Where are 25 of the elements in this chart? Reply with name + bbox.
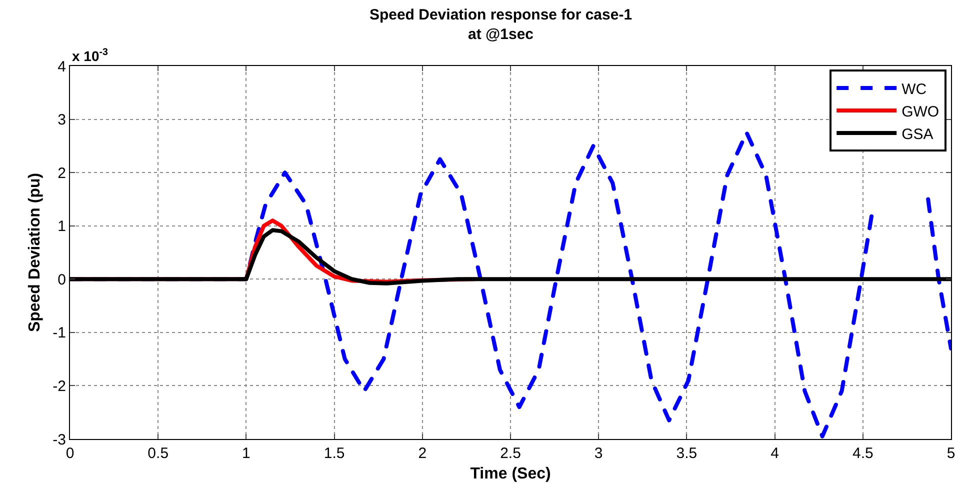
legend-label: GWO: [902, 103, 940, 120]
x-tick-label: 3.5: [676, 445, 698, 462]
y-tick-label: -2: [52, 378, 66, 395]
y-axis-title: Speed Deviation (pu): [26, 172, 44, 332]
x-tick-label: 2.5: [500, 445, 521, 462]
text: x 10$^{-3}$: [72, 47, 109, 64]
x-tick-label: 2: [418, 445, 427, 462]
y-tick-label: -1: [52, 324, 66, 342]
x-tick-label: 1.5: [324, 445, 345, 462]
x-tick-label: 1: [242, 445, 250, 462]
y-tick-label: 3: [58, 112, 66, 129]
x-tick-label: 4.5: [852, 445, 874, 462]
x-tick-label: 5: [946, 445, 956, 462]
y-tick-label: 0: [58, 271, 66, 288]
x-tick-label: 3: [594, 445, 603, 462]
legend-label: GSA: [902, 126, 934, 143]
y-tick-label: 1: [58, 218, 66, 236]
x-tick-label: 4: [770, 445, 779, 462]
x-tick-label: 0.5: [148, 445, 169, 462]
y-tick-label: 2: [58, 164, 66, 182]
y-tick-label: 4: [58, 58, 66, 76]
y-tick-label: -3: [52, 431, 66, 448]
legend-label: WC: [902, 80, 927, 98]
chart-title: Speed Deviation response for case-1 at @1sec: [369, 6, 632, 43]
x-axis-title: Time (Sec): [470, 466, 551, 483]
